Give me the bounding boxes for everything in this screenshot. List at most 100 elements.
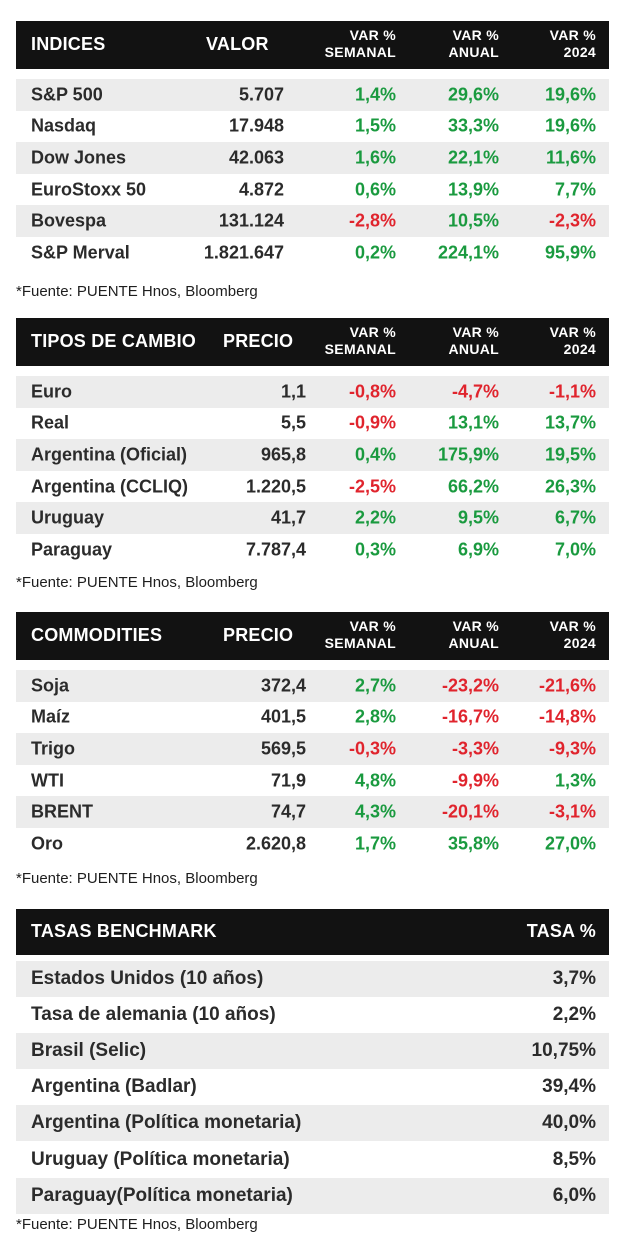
fx-header: TIPOS DE CAMBIO PRECIO VAR % SEMANAL VAR … (16, 318, 609, 366)
table-row: Argentina (CCLIQ) 1.220,5 -2,5% 66,2% 26,3% (16, 471, 609, 503)
row-value: 2.620,8 (245, 833, 306, 854)
rate-value: 8,5% (552, 1148, 596, 1170)
row-name: Dow Jones (31, 147, 127, 168)
row-value: 1.220,5 (245, 476, 306, 497)
rate-value: 2,2% (552, 1004, 596, 1026)
table-row: Paraguay 7.787,4 0,3% 6,9% 7,0% (16, 534, 609, 566)
rate-name: Paraguay(Política monetaria) (31, 1184, 293, 1206)
rates-rows: Estados Unidos (10 años) 3,7% Tasa de alem… (16, 961, 609, 1214)
header-annual: VAR % ANUAL (448, 324, 499, 357)
header-value: VALOR (206, 34, 269, 54)
header-ytd: VAR % 2024 (549, 618, 596, 651)
row-ytd-change: 19,6% (544, 115, 596, 136)
row-name: S&P 500 (31, 84, 103, 105)
table-row: EuroStoxx 50 4.872 0,6% 13,9% 7,7% (16, 174, 609, 206)
table-row: Uruguay (Política monetaria) 8,5% (16, 1141, 609, 1177)
row-weekly-change: 1,6% (354, 147, 396, 168)
rate-name: Brasil (Selic) (31, 1040, 147, 1062)
row-annual-change: 10,5% (447, 210, 499, 231)
table-row: Argentina (Badlar) 39,4% (16, 1069, 609, 1105)
commodities-header: COMMODITIES PRECIO VAR % SEMANAL VAR % ANU… (16, 612, 609, 660)
table-row: Oro 2.620,8 1,7% 35,8% 27,0% (16, 828, 609, 860)
table-row: Tasa de alemania (10 años) 2,2% (16, 997, 609, 1033)
header-annual: VAR % ANUAL (448, 618, 499, 651)
row-annual-change: 175,9% (437, 444, 499, 465)
row-ytd-change: 1,3% (554, 770, 596, 791)
header-weekly: VAR % SEMANAL (324, 618, 396, 651)
row-weekly-change: 4,3% (354, 801, 396, 822)
fx-rows: Euro 1,1 -0,8% -4,7% -1,1% Real 5,5 -0,9% 13,1% 1… (16, 376, 609, 566)
row-value: 131.124 (218, 210, 284, 231)
table-row: Uruguay 41,7 2,2% 9,5% 6,7% (16, 502, 609, 534)
header-ytd: VAR % 2024 (549, 324, 596, 357)
indices-source: *Fuente: PUENTE Hnos, Bloomberg (16, 283, 258, 300)
table-row: Dow Jones 42.063 1,6% 22,1% 11,6% (16, 142, 609, 174)
rate-name: Estados Unidos (10 años) (31, 968, 264, 990)
row-ytd-change: 7,7% (554, 179, 596, 200)
table-row: Nasdaq 17.948 1,5% 33,3% 19,6% (16, 111, 609, 143)
rate-value: 40,0% (542, 1112, 596, 1134)
row-value: 372,4 (260, 675, 306, 696)
row-weekly-change: -0,9% (348, 412, 396, 433)
row-annual-change: 9,5% (457, 507, 499, 528)
fx-source: *Fuente: PUENTE Hnos, Bloomberg (16, 574, 258, 591)
row-weekly-change: 0,3% (354, 539, 396, 560)
row-weekly-change: -0,3% (348, 738, 396, 759)
row-ytd-change: -1,1% (548, 381, 596, 402)
row-name: Uruguay (31, 507, 105, 528)
row-value: 41,7 (270, 507, 306, 528)
header-name: TIPOS DE CAMBIO (31, 331, 197, 351)
table-row: BRENT 74,7 4,3% -20,1% -3,1% (16, 796, 609, 828)
row-ytd-change: 6,7% (554, 507, 596, 528)
indices-table: INDICES VALOR VAR % SEMANAL VAR % ANUAL VA… (16, 21, 609, 269)
row-value: 7.787,4 (245, 539, 306, 560)
row-value: 569,5 (260, 738, 306, 759)
row-ytd-change: 19,6% (544, 84, 596, 105)
row-weekly-change: -2,8% (348, 210, 396, 231)
header-name: INDICES (31, 34, 106, 54)
row-name: Argentina (CCLIQ) (31, 476, 188, 497)
table-row: Argentina (Política monetaria) 40,0% (16, 1105, 609, 1142)
row-name: Nasdaq (31, 115, 97, 136)
row-value: 401,5 (260, 706, 306, 727)
row-value: 4.872 (238, 179, 284, 200)
commodities-source: *Fuente: PUENTE Hnos, Bloomberg (16, 870, 258, 887)
row-weekly-change: 4,8% (354, 770, 396, 791)
row-name: S&P Merval (31, 242, 130, 263)
table-row: Euro 1,1 -0,8% -4,7% -1,1% (16, 376, 609, 408)
table-row: Argentina (Oficial) 965,8 0,4% 175,9% 19,5% (16, 439, 609, 471)
row-value: 965,8 (260, 444, 306, 465)
indices-header: INDICES VALOR VAR % SEMANAL VAR % ANUAL VA… (16, 21, 609, 69)
row-weekly-change: 0,6% (354, 179, 396, 200)
row-ytd-change: 95,9% (544, 242, 596, 263)
rate-value: 3,7% (552, 968, 596, 990)
row-annual-change: -20,1% (441, 801, 499, 822)
row-ytd-change: 7,0% (554, 539, 596, 560)
fx-table: TIPOS DE CAMBIO PRECIO VAR % SEMANAL VAR … (16, 318, 609, 566)
table-row: WTI 71,9 4,8% -9,9% 1,3% (16, 765, 609, 797)
table-row: Brasil (Selic) 10,75% (16, 1033, 609, 1070)
header-rate: TASA % (526, 921, 596, 941)
rate-value: 39,4% (542, 1076, 596, 1098)
row-value: 74,7 (270, 801, 306, 822)
row-name: Oro (31, 833, 64, 854)
table-row: S&P Merval 1.821.647 0,2% 224,1% 95,9% (16, 237, 609, 269)
header-weekly: VAR % SEMANAL (324, 324, 396, 357)
row-annual-change: 13,1% (447, 412, 499, 433)
row-annual-change: -9,9% (451, 770, 499, 791)
row-name: Euro (31, 381, 73, 402)
row-weekly-change: -0,8% (348, 381, 396, 402)
table-row: Paraguay(Política monetaria) 6,0% (16, 1177, 609, 1214)
table-row: Maíz 401,5 2,8% -16,7% -14,8% (16, 702, 609, 734)
rate-name: Argentina (Política monetaria) (31, 1112, 302, 1134)
row-name: BRENT (31, 801, 93, 822)
row-annual-change: -23,2% (441, 675, 499, 696)
table-row: Bovespa 131.124 -2,8% 10,5% -2,3% (16, 205, 609, 237)
row-annual-change: -16,7% (441, 706, 499, 727)
row-value: 1,1 (280, 381, 306, 402)
header-value: PRECIO (223, 625, 294, 645)
row-ytd-change: -9,3% (548, 738, 596, 759)
row-weekly-change: 0,4% (354, 444, 396, 465)
row-ytd-change: -3,1% (548, 801, 596, 822)
header-ytd: VAR % 2024 (549, 27, 596, 60)
